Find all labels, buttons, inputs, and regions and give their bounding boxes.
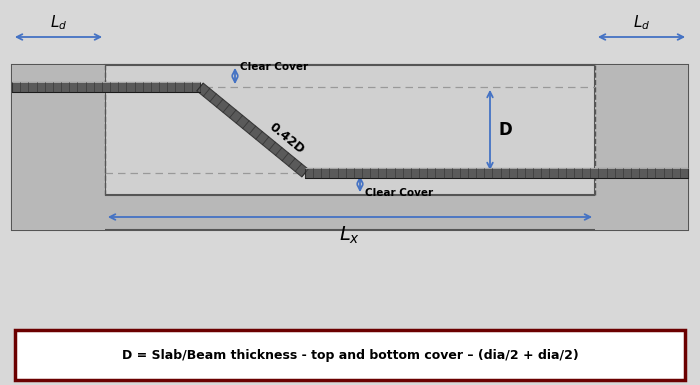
Bar [12,65,105,230]
Text: $L_d$: $L_d$ [50,13,67,32]
Bar [595,65,688,230]
Bar [305,168,688,178]
Text: D: D [498,121,512,139]
Text: $L_x$: $L_x$ [340,225,360,246]
Text: Clear Cover: Clear Cover [240,62,308,72]
Text: D = Slab/Beam thickness - top and bottom cover – (dia/2 + dia/2): D = Slab/Beam thickness - top and bottom… [122,348,578,362]
Text: $L_d$: $L_d$ [633,13,650,32]
Bar [12,65,688,230]
Bar [105,65,595,195]
FancyBboxPatch shape [15,330,685,380]
Bar [12,82,200,92]
Polygon shape [197,83,308,177]
Text: Clear Cover: Clear Cover [365,188,433,198]
Text: 0.42D: 0.42D [267,120,307,156]
